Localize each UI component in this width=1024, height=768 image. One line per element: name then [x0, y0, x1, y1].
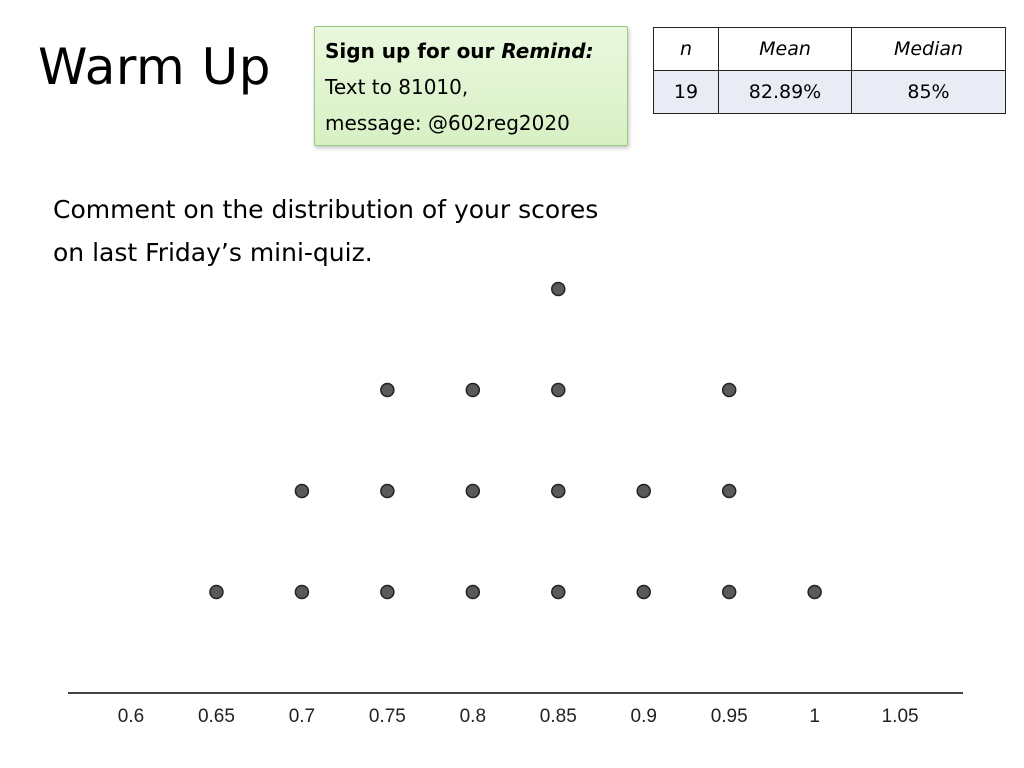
remind-heading-prefix: Sign up for our	[325, 39, 502, 63]
remind-heading: Sign up for our Remind:	[325, 33, 617, 69]
stats-value-n: 19	[653, 70, 719, 114]
data-dot	[209, 584, 224, 600]
data-dot	[551, 483, 566, 499]
data-dot	[636, 483, 651, 499]
data-dot	[465, 483, 481, 499]
data-dot	[465, 584, 481, 600]
stats-header-row: n Mean Median	[653, 27, 1006, 71]
data-dot	[294, 483, 310, 499]
data-dot	[380, 382, 395, 398]
x-tick-label: 1	[809, 706, 820, 727]
data-dot	[551, 584, 566, 600]
summary-stats-table: n Mean Median 19 82.89% 85%	[653, 27, 1006, 114]
remind-message-code: message: @602reg2020	[325, 111, 570, 135]
data-dot	[465, 382, 481, 398]
data-dot	[807, 584, 822, 600]
x-tick-label: 0.85	[540, 706, 577, 727]
data-dot	[551, 281, 566, 297]
x-tick-label: 0.75	[369, 706, 406, 727]
remind-text-number: Text to 81010,	[325, 75, 469, 99]
x-tick-label: 0.95	[711, 706, 748, 727]
data-dot	[721, 483, 737, 499]
data-dot	[380, 584, 395, 600]
stats-value-mean: 82.89%	[718, 70, 852, 114]
x-tick-label: 1.05	[882, 706, 919, 727]
stats-value-row: 19 82.89% 85%	[653, 70, 1006, 114]
x-tick-label: 0.65	[198, 706, 235, 727]
data-dot	[636, 584, 651, 600]
data-dot	[721, 584, 737, 600]
x-tick-label: 0.9	[631, 706, 657, 727]
slide-title: Warm Up	[38, 38, 271, 96]
x-tick-label: 0.6	[118, 706, 144, 727]
x-tick-label: 0.7	[289, 706, 315, 727]
prompt-line-2: on last Friday’s mini-quiz.	[53, 238, 373, 267]
stats-header-mean: Mean	[718, 27, 852, 71]
stats-value-median: 85%	[851, 70, 1006, 114]
data-dot	[380, 483, 395, 499]
x-tick-label: 0.8	[460, 706, 486, 727]
data-dot	[551, 382, 566, 398]
prompt-line-1: Comment on the distribution of your scor…	[53, 195, 599, 224]
data-dot	[294, 584, 310, 600]
remind-heading-emphasis: Remind:	[501, 39, 594, 63]
stats-header-median: Median	[851, 27, 1006, 71]
data-dot	[721, 382, 737, 398]
remind-signup-box: Sign up for our Remind: Text to 81010, m…	[314, 26, 628, 146]
question-prompt: Comment on the distribution of your scor…	[53, 188, 713, 274]
